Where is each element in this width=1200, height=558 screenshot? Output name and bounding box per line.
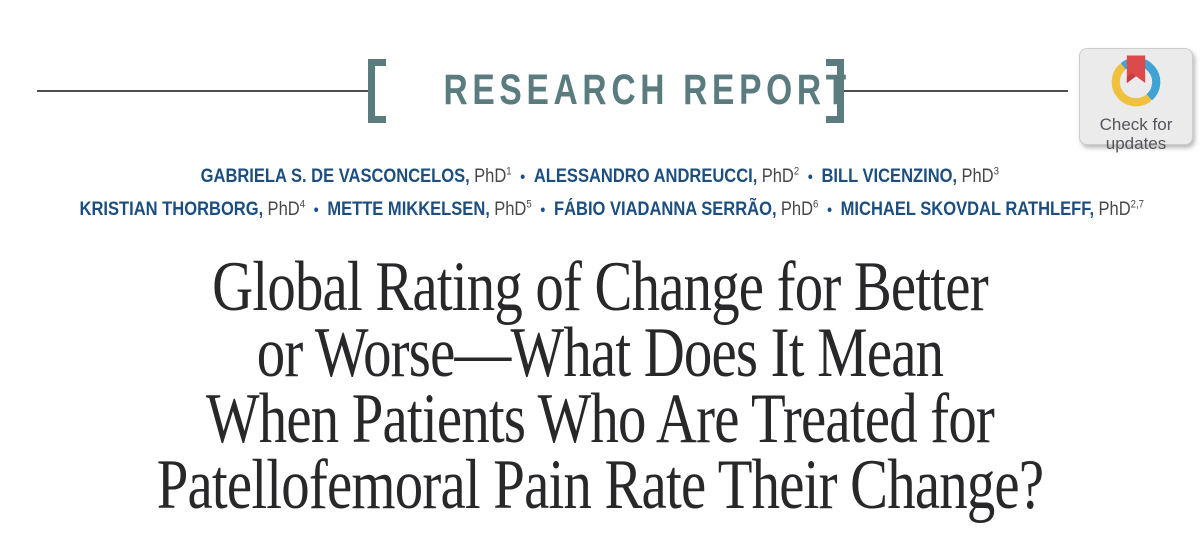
author-superscript: 1 [506, 166, 512, 178]
header-rule-left [37, 89, 368, 92]
author-degree-text: PhD [961, 166, 994, 188]
author: FÁBIO VIADANNA SERRÃO, PhD6 [553, 198, 819, 220]
author-superscript: 3 [993, 166, 1000, 178]
author: ALESSANDRO ANDREUCCI, PhD2 [534, 166, 799, 187]
author-name: METTE MIKKELSEN, [327, 198, 490, 220]
author-degree-text: PhD [267, 198, 300, 220]
author-line-1: GABRIELA S. DE VASCONCELOS, PhD1 • ALESSAND… [0, 159, 1200, 191]
author-degree-text: PhD [780, 198, 814, 220]
bullet-separator: • [827, 201, 832, 219]
article-title-line3: When Patients Who Are Treated for [205, 380, 995, 458]
bullet-separator: • [540, 201, 546, 219]
badge-label-line2: updates [1105, 134, 1167, 153]
author-degree: PhD4 [267, 198, 306, 220]
section-label-box: RESEARCH REPORT [386, 66, 846, 115]
right-bracket-icon [826, 58, 844, 123]
article-title-line2: or Worse—What Does It Mean [256, 314, 944, 392]
author-line-2: KRISTIAN THORBORG, PhD4 • METTE MIKKELSEN, P… [0, 191, 1200, 223]
author-superscript: 2 [794, 166, 800, 178]
section-label: RESEARCH REPORT [443, 66, 851, 114]
author-superscript: 5 [526, 198, 532, 211]
author-degree-text: PhD [761, 166, 795, 188]
author-degree: PhD2 [762, 166, 799, 187]
author-name: FÁBIO VIADANNA SERRÃO, [553, 198, 777, 220]
author: MICHAEL SKOVDAL RATHLEFF, PhD2,7 [840, 198, 1144, 220]
check-for-updates-button[interactable]: Check for updates [1079, 48, 1193, 153]
author: METTE MIKKELSEN, PhD5 [327, 198, 532, 220]
author: BILL VICENZINO, PhD3 [822, 166, 999, 187]
bullet-separator: • [313, 201, 319, 219]
author-list: GABRIELA S. DE VASCONCELOS, PhD1 • ALESSAND… [0, 159, 1200, 224]
section-header: RESEARCH REPORT [0, 58, 1200, 123]
author-line-inner: KRISTIAN THORBORG, PhD4 • METTE MIKKELSEN, P… [80, 191, 1144, 223]
bullet-separator: • [520, 169, 526, 187]
author-degree: PhD6 [780, 198, 819, 220]
author-superscript: 4 [299, 198, 306, 211]
bullet-separator: • [808, 169, 813, 187]
header-rule-right [844, 89, 1068, 92]
author-degree: PhD1 [474, 166, 511, 187]
author: GABRIELA S. DE VASCONCELOS, PhD1 [201, 166, 512, 187]
badge-label: Check for updates [1080, 115, 1192, 153]
author-degree-text: PhD [1098, 198, 1131, 220]
author-degree: PhD3 [962, 166, 999, 187]
author-degree: PhD2,7 [1098, 198, 1144, 220]
article-title-line4: Patellofemoral Pain Rate Their Change? [156, 446, 1044, 524]
author-name: KRISTIAN THORBORG, [79, 198, 264, 220]
author-degree: PhD5 [494, 198, 532, 220]
left-bracket-icon [368, 58, 386, 123]
article-title-line1: Global Rating of Change for Better [212, 248, 988, 326]
author-degree-text: PhD [494, 198, 527, 220]
author-line-inner: GABRIELA S. DE VASCONCELOS, PhD1 • ALESSAND… [201, 159, 999, 191]
author-name: GABRIELA S. DE VASCONCELOS, [200, 166, 470, 188]
author-name: MICHAEL SKOVDAL RATHLEFF, [840, 198, 1095, 220]
author-degree-text: PhD [474, 166, 507, 188]
badge-label-line1: Check for [1099, 115, 1173, 134]
author-superscript: 6 [813, 198, 819, 211]
author: KRISTIAN THORBORG, PhD4 [79, 198, 306, 220]
author-name: BILL VICENZINO, [821, 166, 958, 188]
author-name: ALESSANDRO ANDREUCCI, [534, 166, 758, 188]
author-superscript: 2,7 [1130, 198, 1144, 211]
crossmark-icon [1111, 55, 1161, 107]
article-title: Global Rating of Change for Better or Wo… [120, 248, 1080, 524]
